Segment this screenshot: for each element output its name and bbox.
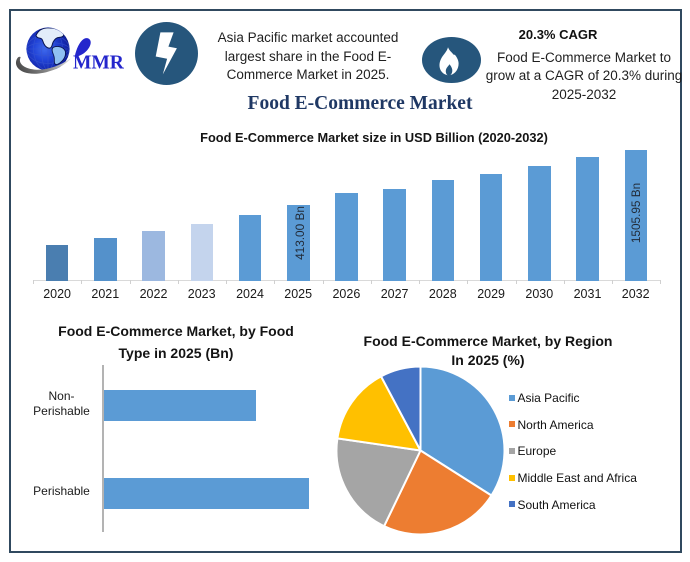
svg-text:MMR: MMR bbox=[73, 53, 125, 74]
